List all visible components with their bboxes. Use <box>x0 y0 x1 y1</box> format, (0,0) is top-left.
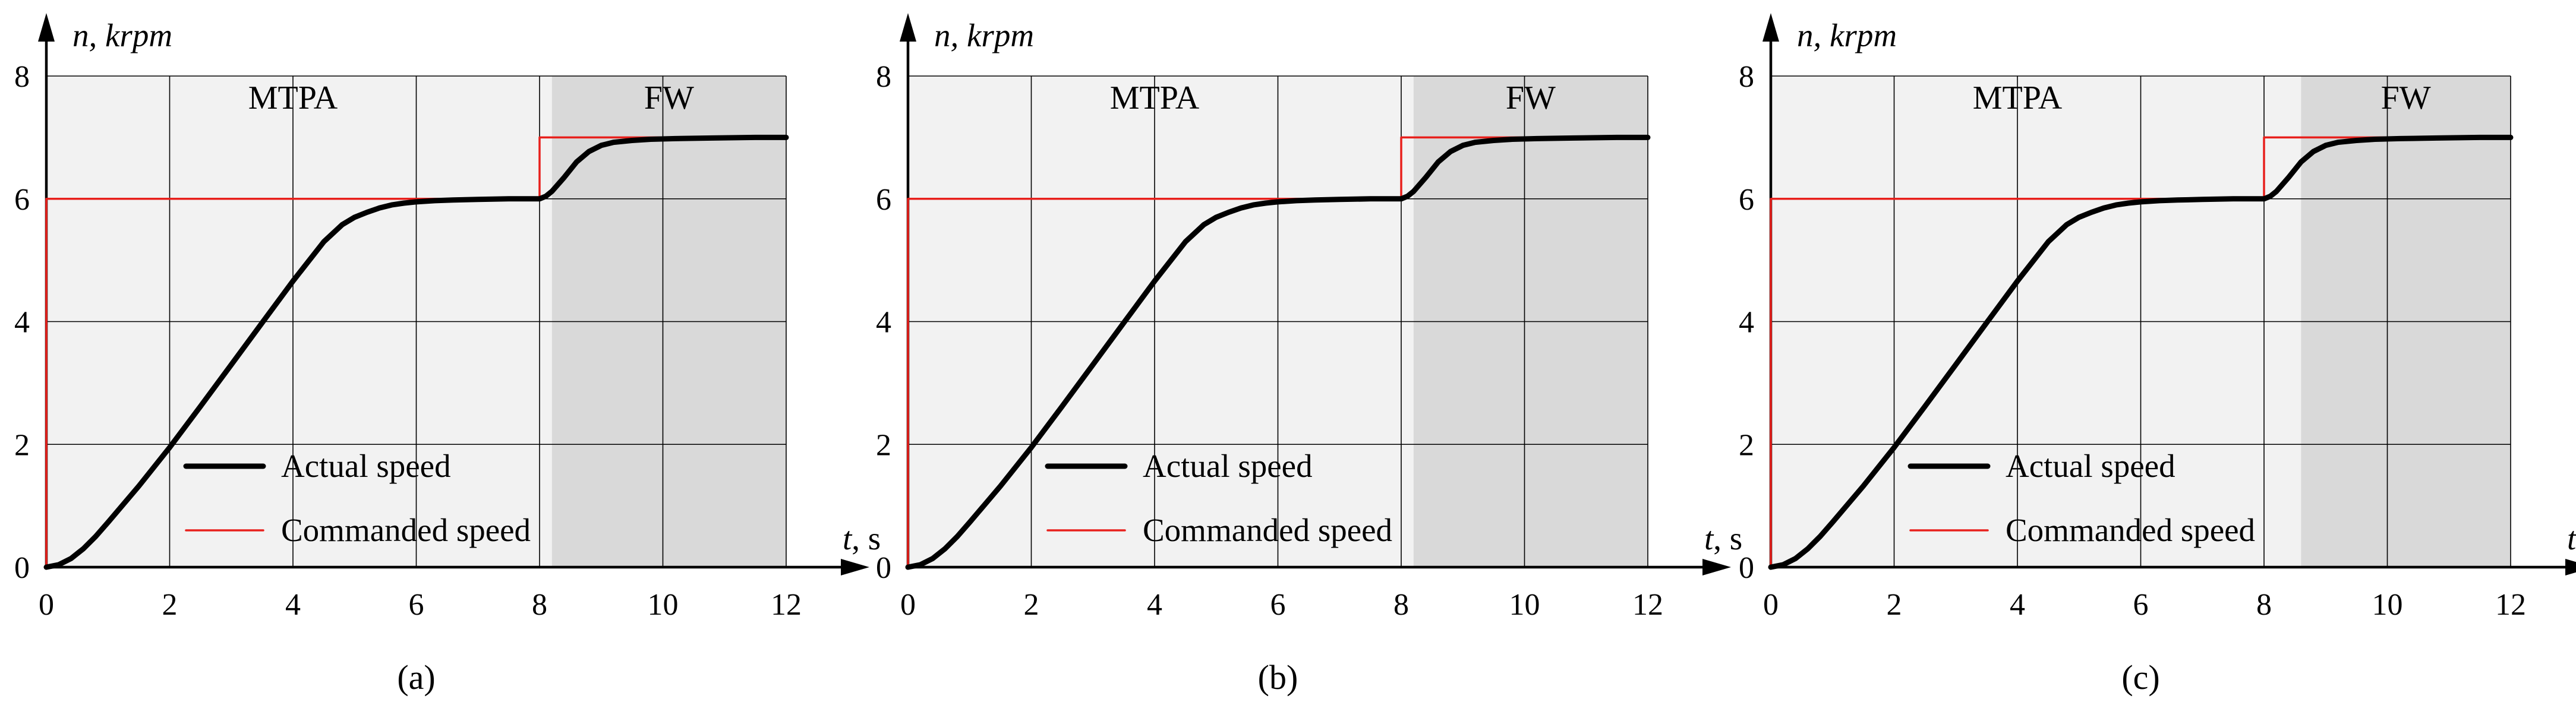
x-tick-label: 0 <box>39 588 54 622</box>
legend-label-actual-speed: Actual speed <box>2006 448 2175 484</box>
x-axis-symbol: t <box>2567 520 2576 556</box>
y-tick-label: 8 <box>14 60 30 94</box>
x-tick-label: 10 <box>648 588 679 622</box>
panel-caption: (a) <box>397 658 435 697</box>
y-axis-arrow-icon <box>1762 13 1779 42</box>
x-tick-label: 12 <box>2495 588 2526 622</box>
y-tick-label: 0 <box>14 551 30 585</box>
region-label-fw: FW <box>2381 80 2431 116</box>
x-tick-label: 8 <box>1393 588 1409 622</box>
y-tick-label: 4 <box>1739 306 1754 340</box>
series-line-actual-speed <box>43 134 789 570</box>
x-tick-label: 12 <box>1632 588 1663 622</box>
x-axis-symbol: t <box>1704 520 1714 556</box>
x-tick-label: 8 <box>532 588 547 622</box>
x-tick-label: 10 <box>2372 588 2403 622</box>
x-tick-label: 4 <box>1147 588 1162 622</box>
y-axis-label: n, krpm <box>1797 17 1897 53</box>
legend-label-commanded-speed: Commanded speed <box>1143 512 1392 548</box>
x-tick-label: 6 <box>409 588 424 622</box>
x-axis-unit: , s <box>852 520 881 556</box>
y-tick-label: 6 <box>14 183 30 217</box>
y-tick-label: 4 <box>14 306 30 340</box>
y-tick-label: 6 <box>876 183 891 217</box>
x-axis-label: t, s <box>2567 520 2576 556</box>
x-axis-unit: , s <box>1713 520 1742 556</box>
x-axis-symbol: t <box>843 520 853 556</box>
y-tick-label: 0 <box>876 551 891 585</box>
x-axis-arrow-icon <box>2565 559 2576 575</box>
x-axis-arrow-icon <box>1702 559 1731 575</box>
x-axis-label: t, s <box>843 520 881 556</box>
series-line-actual-speed <box>905 134 1651 570</box>
y-tick-label: 8 <box>1739 60 1754 94</box>
y-axis-symbol: n <box>934 17 951 53</box>
y-tick-label: 2 <box>14 428 30 462</box>
legend-label-actual-speed: Actual speed <box>281 448 451 484</box>
series-line-actual-speed <box>1768 134 2514 570</box>
y-axis-arrow-icon <box>38 13 55 42</box>
x-tick-label: 12 <box>771 588 802 622</box>
panel-caption: (b) <box>1258 658 1298 697</box>
y-axis-symbol: n <box>1797 17 1814 53</box>
chart-panel-c: MTPA FW 0 2 4 6 8 10 12 0 2 4 6 8 n, krpm t, s Actual sp… <box>1739 13 2576 697</box>
chart-panel-a: MTPA FW 0 2 4 6 8 10 12 0 2 4 6 8 n, krpm t, s Actual sp… <box>14 13 881 697</box>
y-axis-label: n, krpm <box>72 17 172 53</box>
region-label-mtpa: MTPA <box>1110 80 1200 116</box>
x-tick-label: 2 <box>1887 588 1902 622</box>
y-axis-arrow-icon <box>900 13 916 42</box>
x-tick-label: 4 <box>2010 588 2025 622</box>
x-axis-arrow-icon <box>841 559 869 575</box>
x-axis-label: t, s <box>1704 520 1742 556</box>
y-axis-label: n, krpm <box>934 17 1034 53</box>
x-tick-label: 8 <box>2256 588 2272 622</box>
x-tick-label: 6 <box>1270 588 1286 622</box>
y-axis-symbol: n <box>72 17 89 53</box>
legend-label-commanded-speed: Commanded speed <box>281 512 531 548</box>
y-tick-label: 4 <box>876 306 891 340</box>
region-label-mtpa: MTPA <box>1973 80 2063 116</box>
region-label-mtpa: MTPA <box>248 80 338 116</box>
y-tick-label: 2 <box>876 428 891 462</box>
legend-label-commanded-speed: Commanded speed <box>2006 512 2255 548</box>
y-axis-unit: , krpm <box>951 17 1035 53</box>
x-tick-label: 6 <box>2133 588 2149 622</box>
y-tick-label: 6 <box>1739 183 1754 217</box>
x-tick-label: 2 <box>162 588 178 622</box>
panel-caption: (c) <box>2121 658 2159 697</box>
region-label-fw: FW <box>644 80 694 116</box>
region-label-fw: FW <box>1506 80 1556 116</box>
y-axis-unit: , krpm <box>89 17 173 53</box>
y-tick-label: 8 <box>876 60 891 94</box>
y-tick-label: 0 <box>1739 551 1754 585</box>
legend-label-actual-speed: Actual speed <box>1143 448 1313 484</box>
y-axis-unit: , krpm <box>1814 17 1897 53</box>
x-tick-label: 0 <box>1763 588 1779 622</box>
x-tick-label: 2 <box>1024 588 1039 622</box>
chart-panel-b: MTPA FW 0 2 4 6 8 10 12 0 2 4 6 8 n, krpm t, s Actual sp… <box>876 13 1742 697</box>
x-tick-label: 4 <box>285 588 301 622</box>
y-tick-label: 2 <box>1739 428 1754 462</box>
x-tick-label: 10 <box>1509 588 1540 622</box>
x-tick-label: 0 <box>900 588 916 622</box>
